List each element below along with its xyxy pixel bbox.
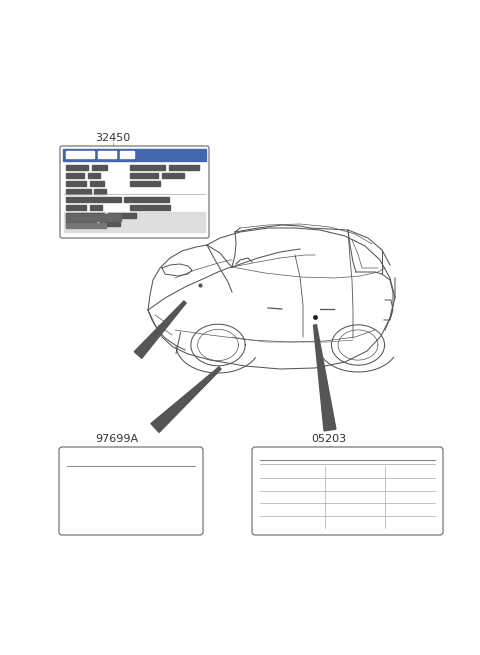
FancyBboxPatch shape: [252, 447, 443, 535]
Bar: [124, 197, 169, 202]
Bar: [66, 223, 106, 228]
Bar: [92, 165, 107, 170]
Bar: [130, 181, 160, 186]
Bar: [90, 205, 102, 210]
Bar: [66, 151, 94, 158]
Bar: [94, 189, 106, 194]
Bar: [66, 173, 84, 178]
Bar: [130, 165, 165, 170]
Bar: [108, 213, 136, 218]
Bar: [66, 214, 121, 221]
Bar: [130, 205, 170, 210]
Bar: [162, 173, 184, 178]
Text: 05203: 05203: [312, 434, 347, 444]
Bar: [120, 151, 134, 158]
Polygon shape: [134, 301, 186, 358]
Bar: [130, 173, 158, 178]
Text: 32450: 32450: [95, 133, 131, 143]
Bar: [169, 165, 199, 170]
Bar: [66, 221, 96, 226]
Bar: [64, 212, 205, 232]
Bar: [90, 181, 104, 186]
Bar: [63, 149, 206, 161]
Bar: [66, 181, 86, 186]
Bar: [66, 189, 91, 194]
Text: 97699A: 97699A: [96, 434, 139, 444]
FancyBboxPatch shape: [59, 447, 203, 535]
Bar: [66, 197, 121, 202]
Polygon shape: [151, 367, 221, 432]
FancyBboxPatch shape: [60, 146, 209, 238]
Bar: [98, 151, 116, 158]
Bar: [66, 205, 86, 210]
Polygon shape: [313, 325, 336, 431]
Bar: [100, 221, 120, 226]
Bar: [88, 173, 100, 178]
Bar: [66, 165, 88, 170]
Bar: [66, 213, 104, 218]
